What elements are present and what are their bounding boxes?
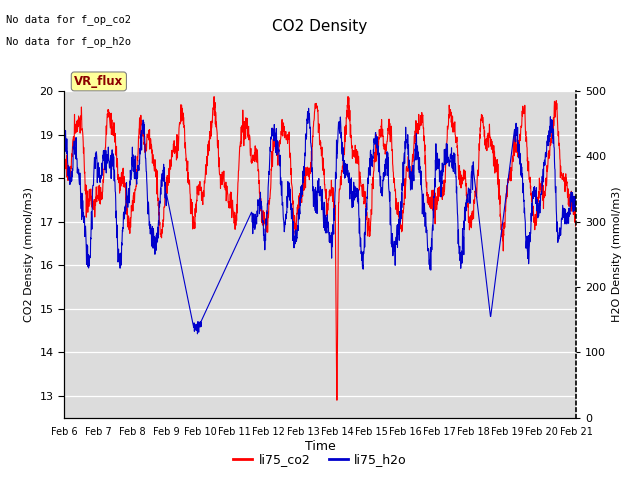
Text: No data for f_op_co2: No data for f_op_co2 (6, 14, 131, 25)
Legend: li75_co2, li75_h2o: li75_co2, li75_h2o (228, 448, 412, 471)
Text: CO2 Density: CO2 Density (273, 19, 367, 34)
Text: VR_flux: VR_flux (74, 75, 124, 88)
Text: No data for f_op_h2o: No data for f_op_h2o (6, 36, 131, 47)
Y-axis label: H2O Density (mmol/m3): H2O Density (mmol/m3) (612, 187, 621, 322)
X-axis label: Time: Time (305, 440, 335, 453)
Y-axis label: CO2 Density (mmol/m3): CO2 Density (mmol/m3) (24, 187, 34, 322)
